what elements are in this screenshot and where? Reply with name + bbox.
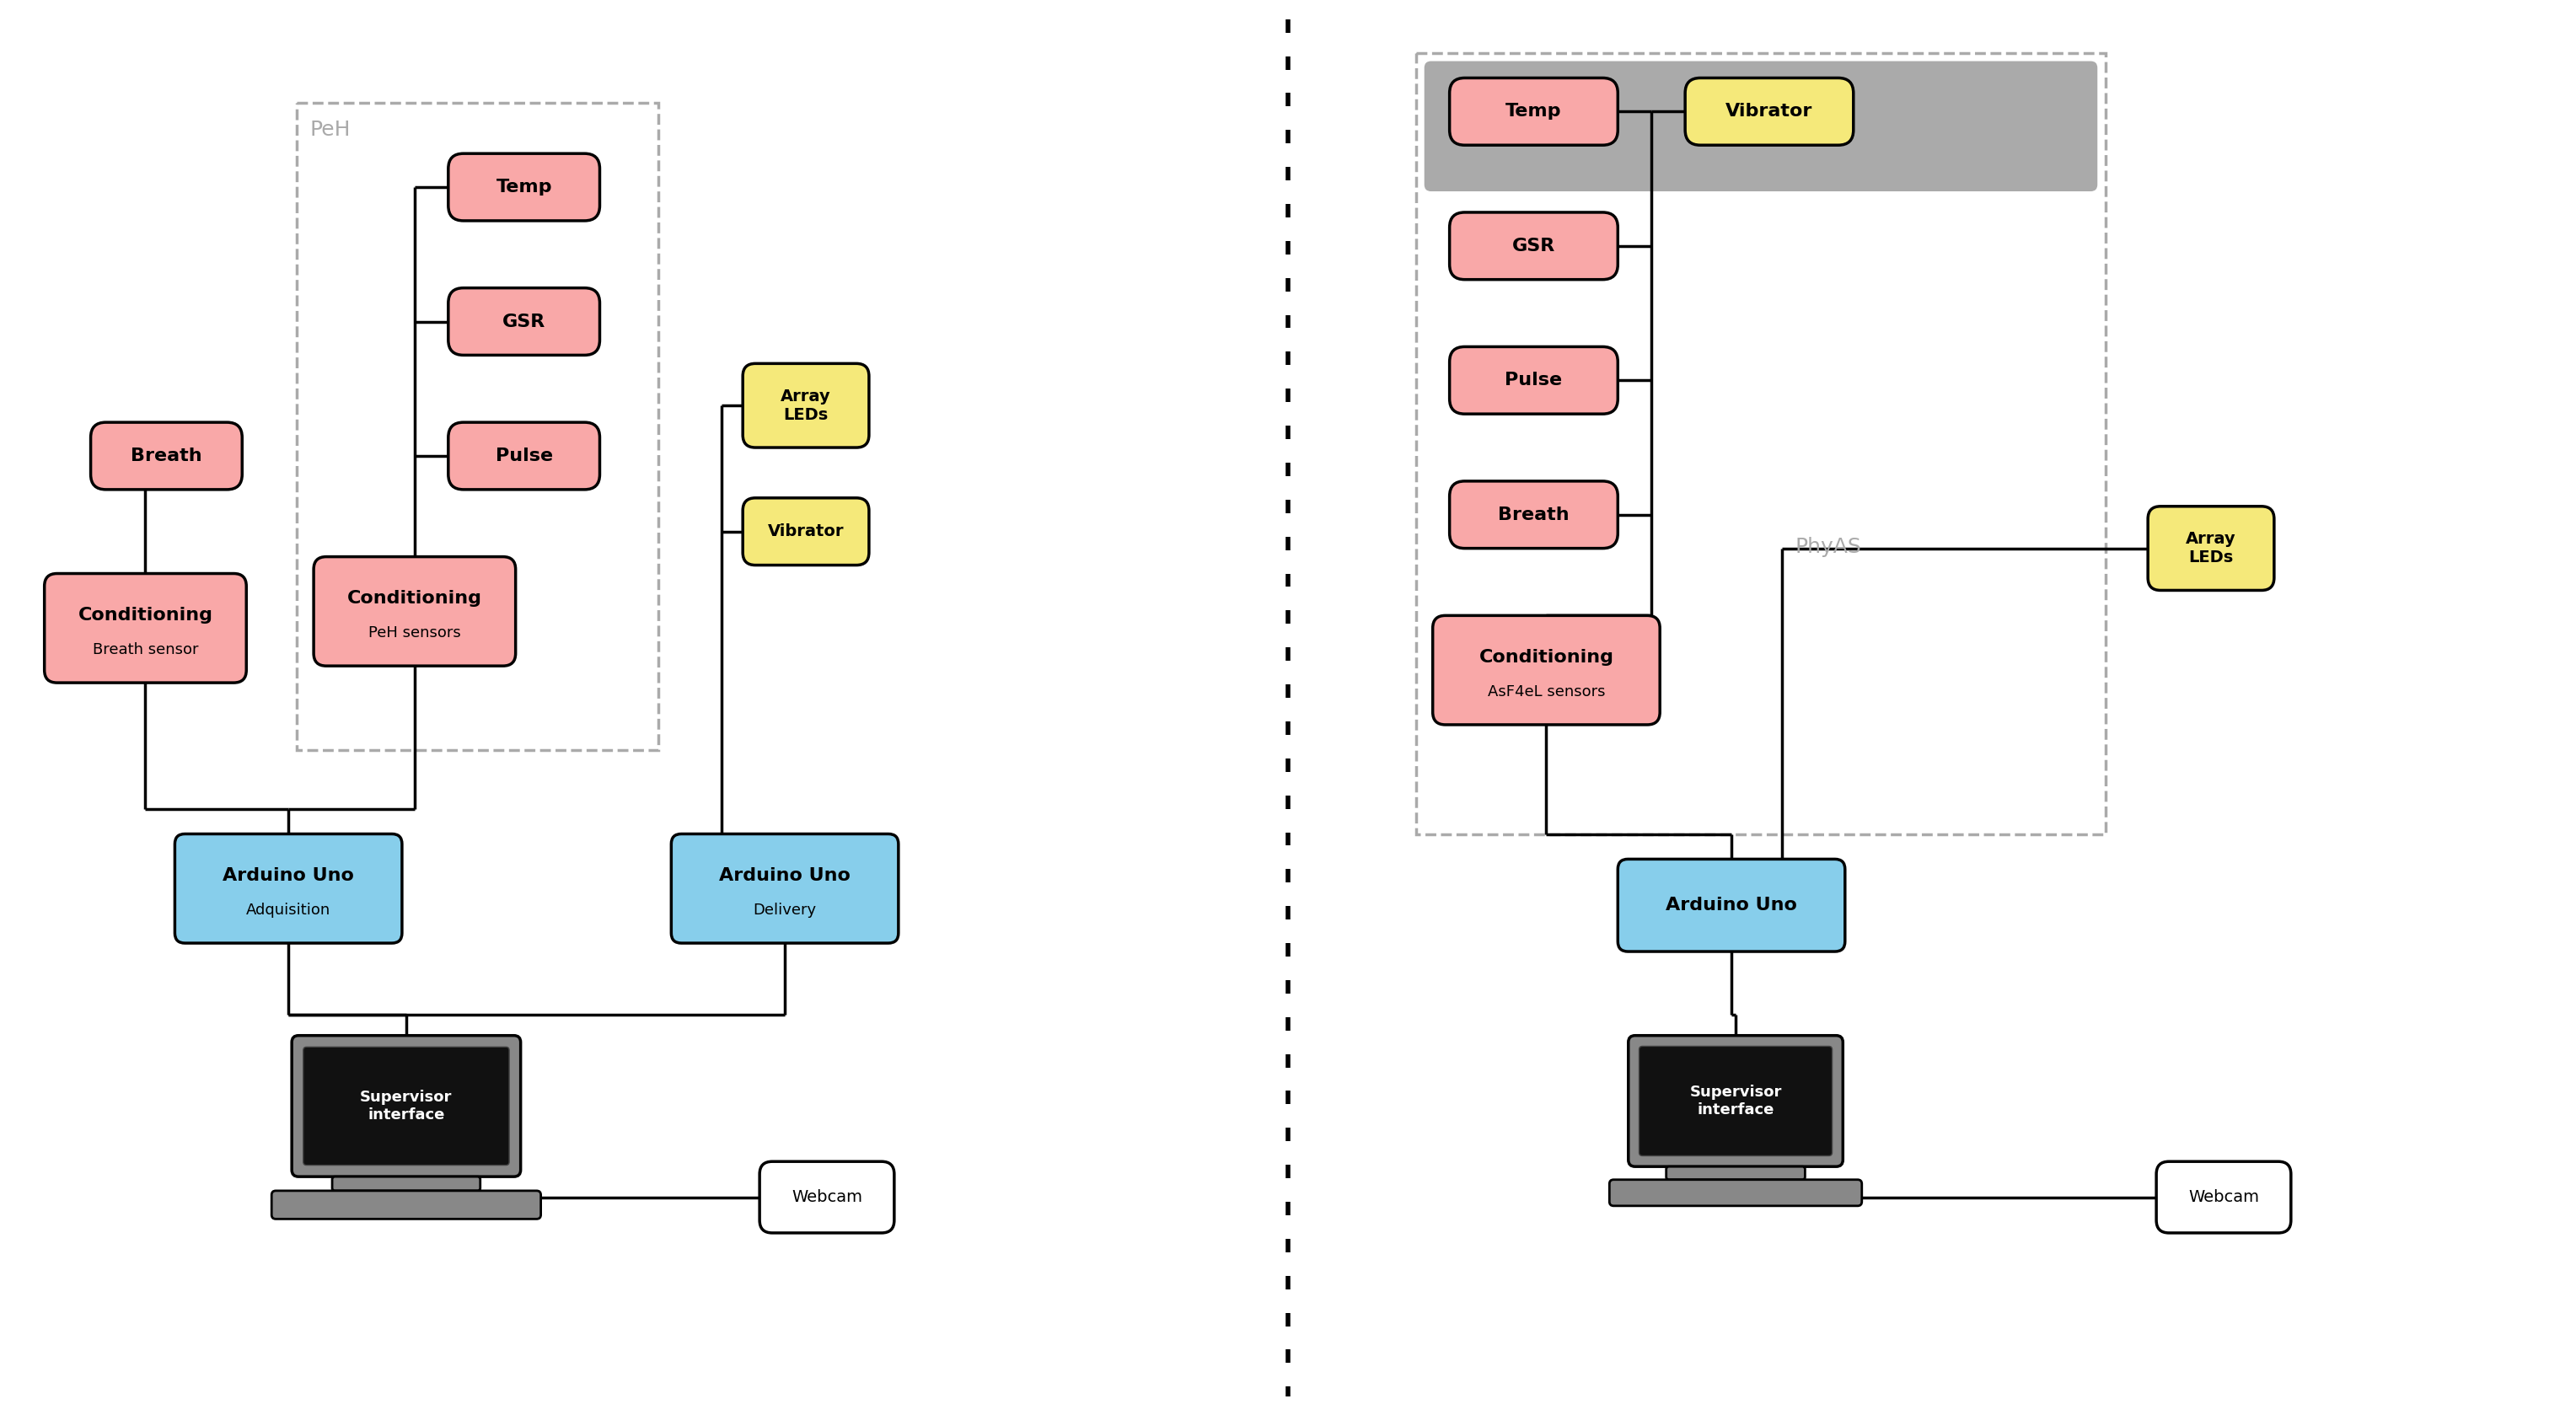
Text: Arduino Uno: Arduino Uno — [719, 867, 850, 884]
Text: PhyAS: PhyAS — [1795, 538, 1862, 558]
FancyBboxPatch shape — [175, 833, 402, 944]
FancyBboxPatch shape — [672, 833, 899, 944]
Text: Breath: Breath — [1499, 507, 1569, 524]
Text: Vibrator: Vibrator — [1726, 103, 1814, 120]
FancyBboxPatch shape — [304, 1047, 510, 1165]
FancyBboxPatch shape — [270, 1191, 541, 1218]
Text: PeH: PeH — [309, 120, 350, 140]
FancyBboxPatch shape — [2148, 507, 2275, 590]
Text: Webcam: Webcam — [2187, 1189, 2259, 1206]
FancyBboxPatch shape — [448, 422, 600, 490]
Text: Arduino Uno: Arduino Uno — [222, 867, 353, 884]
Text: Adquisition: Adquisition — [247, 903, 330, 918]
Text: Arduino Uno: Arduino Uno — [1667, 897, 1798, 914]
Text: Pulse: Pulse — [1504, 372, 1564, 389]
FancyBboxPatch shape — [1450, 212, 1618, 280]
FancyBboxPatch shape — [1425, 61, 2097, 191]
Text: Array
LEDs: Array LEDs — [781, 388, 832, 423]
FancyBboxPatch shape — [291, 1036, 520, 1177]
Text: Supervisor
interface: Supervisor interface — [1690, 1085, 1783, 1118]
FancyBboxPatch shape — [1628, 1036, 1842, 1166]
Text: Delivery: Delivery — [752, 903, 817, 918]
FancyBboxPatch shape — [2156, 1162, 2290, 1232]
FancyBboxPatch shape — [742, 498, 868, 565]
Text: GSR: GSR — [502, 313, 546, 330]
FancyBboxPatch shape — [1450, 481, 1618, 549]
FancyBboxPatch shape — [1432, 616, 1659, 724]
Text: AsF4eL sensors: AsF4eL sensors — [1486, 685, 1605, 699]
Text: PeH sensors: PeH sensors — [368, 625, 461, 641]
FancyBboxPatch shape — [1450, 347, 1618, 415]
FancyBboxPatch shape — [44, 573, 247, 682]
FancyBboxPatch shape — [1450, 78, 1618, 146]
Text: Pulse: Pulse — [495, 447, 554, 464]
Text: Conditioning: Conditioning — [1479, 648, 1613, 665]
Bar — [1417, 52, 2105, 833]
Text: Breath sensor: Breath sensor — [93, 642, 198, 658]
Text: Temp: Temp — [497, 178, 551, 195]
FancyBboxPatch shape — [314, 556, 515, 666]
Text: Temp: Temp — [1504, 103, 1561, 120]
FancyBboxPatch shape — [742, 364, 868, 447]
Text: Conditioning: Conditioning — [77, 607, 214, 624]
Text: Breath: Breath — [131, 447, 201, 464]
FancyBboxPatch shape — [1685, 78, 1852, 146]
FancyBboxPatch shape — [1618, 859, 1844, 951]
Text: Array
LEDs: Array LEDs — [2187, 531, 2236, 566]
Text: Conditioning: Conditioning — [348, 590, 482, 607]
FancyBboxPatch shape — [448, 287, 600, 355]
FancyBboxPatch shape — [1610, 1180, 1862, 1206]
Text: GSR: GSR — [1512, 238, 1556, 255]
FancyBboxPatch shape — [448, 154, 600, 221]
Text: Vibrator: Vibrator — [768, 524, 845, 539]
FancyBboxPatch shape — [1667, 1166, 1806, 1180]
FancyBboxPatch shape — [760, 1162, 894, 1232]
Text: Supervisor
interface: Supervisor interface — [361, 1090, 453, 1122]
FancyBboxPatch shape — [90, 422, 242, 490]
Bar — [296, 103, 659, 750]
Text: Webcam: Webcam — [791, 1189, 863, 1206]
FancyBboxPatch shape — [332, 1177, 479, 1191]
FancyBboxPatch shape — [1638, 1046, 1832, 1156]
